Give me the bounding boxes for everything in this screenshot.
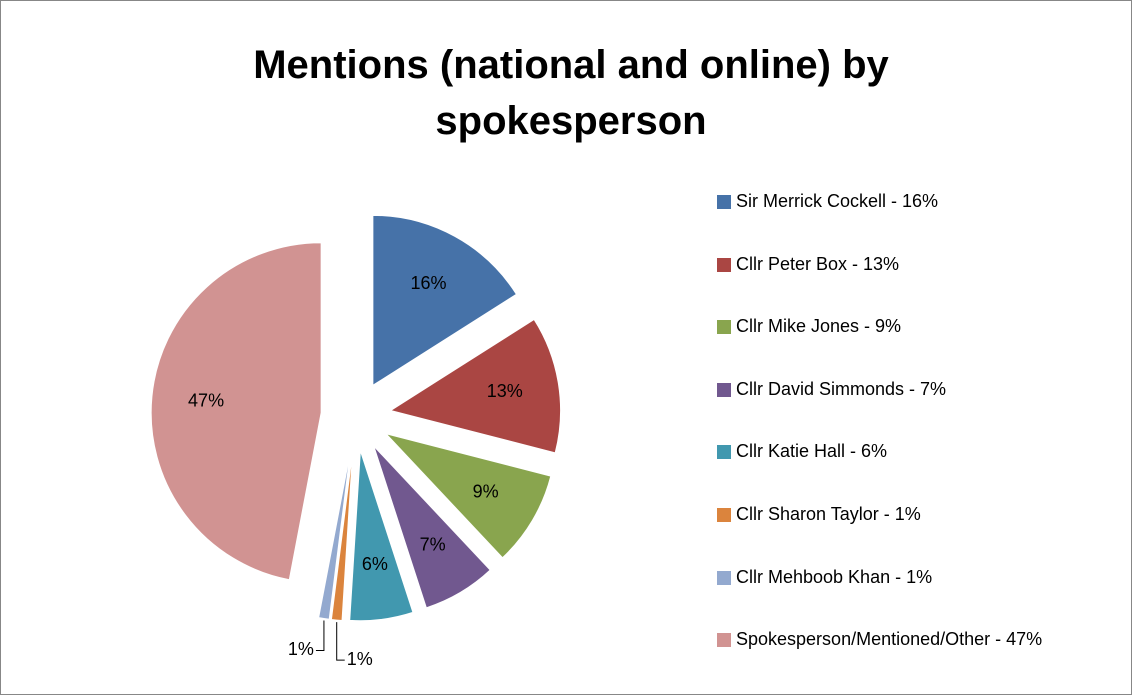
legend-label: Cllr Sharon Taylor - 1%: [736, 503, 921, 524]
legend-swatch: [717, 570, 731, 585]
data-label: 47%: [188, 391, 224, 411]
pie-slice: [384, 432, 552, 559]
legend-item: Cllr Mehboob Khan - 1%: [715, 565, 1115, 628]
legend-item: Cllr Sharon Taylor - 1%: [715, 502, 1115, 565]
pie-slice: [318, 450, 352, 620]
pie-slice: [389, 318, 562, 454]
data-label: 6%: [362, 554, 388, 574]
legend-item: Cllr David Simmonds - 7%: [715, 377, 1115, 440]
legend-swatch: [717, 320, 731, 335]
legend-item: Sir Merrick Cockell - 16%: [715, 189, 1115, 252]
legend-label: Spokesperson/Mentioned/Other - 47%: [736, 629, 1043, 650]
pie-slice: [150, 242, 322, 581]
legend-item: Cllr Mike Jones - 9%: [715, 314, 1115, 377]
legend-label: Sir Merrick Cockell - 16%: [736, 191, 939, 211]
legend-label: Cllr Peter Box - 13%: [736, 253, 900, 274]
leader-line: [315, 620, 325, 651]
data-label: 1%: [347, 649, 373, 669]
data-label: 7%: [420, 534, 446, 554]
legend-label: Cllr David Simmonds - 7%: [736, 378, 947, 399]
data-label: 9%: [473, 481, 499, 501]
legend-item: Cllr Peter Box - 13%: [715, 252, 1115, 315]
legend-swatch: [717, 195, 731, 209]
pie-slice: [373, 445, 491, 609]
pie-slice: [372, 214, 518, 387]
data-label: 16%: [411, 273, 447, 293]
legend-label: Cllr Mike Jones - 9%: [736, 316, 902, 337]
legend-label: Cllr Mehboob Khan - 1%: [736, 566, 933, 587]
legend-swatch: [717, 633, 731, 648]
legend-swatch: [717, 257, 731, 272]
pie-slice: [330, 450, 354, 622]
legend-label: Cllr Katie Hall - 6%: [736, 441, 888, 462]
legend-item: Spokesperson/Mentioned/Other - 47%: [715, 627, 1115, 690]
leader-line: [336, 622, 345, 661]
data-label: 1%: [288, 639, 314, 659]
legend-swatch: [717, 445, 731, 460]
legend: Sir Merrick Cockell - 16% Cllr Peter Box …: [715, 189, 1115, 690]
legend-item: Cllr Katie Hall - 6%: [715, 439, 1115, 502]
data-label: 13%: [487, 381, 523, 401]
legend-swatch: [717, 507, 731, 522]
chart-title: Mentions (national and online) by spokes…: [253, 43, 889, 143]
legend-swatch: [717, 382, 731, 397]
pie-slice: [349, 450, 414, 622]
